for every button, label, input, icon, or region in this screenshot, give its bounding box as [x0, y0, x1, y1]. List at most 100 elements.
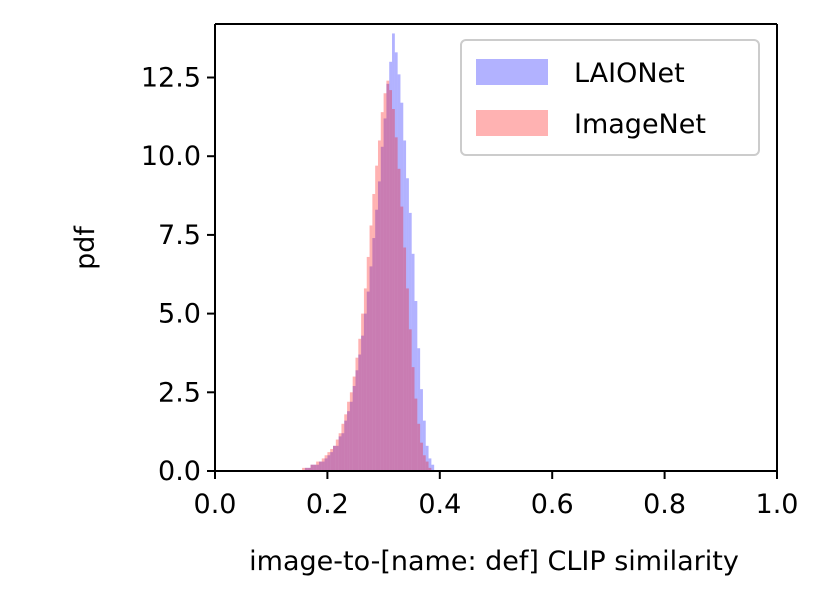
histogram-bar — [403, 140, 407, 471]
histogram-bar — [428, 467, 432, 471]
histogram-bar — [411, 367, 415, 471]
x-axis-label: image-to-[name: def] CLIP similarity — [249, 546, 739, 577]
y-ticks: 0.0 2.5 5.0 7.5 10.0 12.5 — [141, 63, 215, 487]
histogram-bar — [358, 354, 362, 471]
series-laionet — [304, 33, 435, 472]
histogram-bar — [389, 90, 393, 471]
histogram-bar — [310, 464, 314, 471]
histogram-bar — [383, 93, 387, 471]
histogram-bar — [341, 433, 345, 471]
histogram-bar — [369, 266, 373, 471]
legend-label-laionet: LAIONet — [574, 58, 685, 89]
y-tick-label: 2.5 — [158, 377, 201, 408]
histogram-bar — [333, 445, 336, 471]
histogram-bar — [420, 389, 423, 471]
histogram-bar — [386, 83, 390, 471]
histogram-bar — [341, 423, 345, 471]
series-imagenet — [302, 80, 432, 472]
histogram-bar — [333, 445, 336, 471]
histogram-bar — [313, 464, 317, 471]
histogram-bar — [355, 370, 359, 471]
histogram-bar — [344, 420, 348, 471]
y-axis-label: pdf — [70, 225, 101, 270]
histogram-bar — [397, 168, 401, 472]
histogram-bar — [397, 74, 401, 471]
histogram-bar — [363, 288, 367, 471]
histogram-bar — [316, 461, 319, 471]
histogram-bar — [363, 313, 367, 471]
histogram-bar — [321, 461, 325, 471]
histogram-bar — [369, 225, 373, 471]
histogram-bar — [386, 80, 390, 471]
histogram-bar — [318, 461, 322, 471]
histogram-bar — [310, 464, 314, 471]
histogram-bar — [327, 452, 331, 471]
histogram-bar — [406, 288, 409, 471]
histogram-bar — [389, 61, 393, 471]
legend-swatch-imagenet — [476, 110, 548, 136]
legend-box — [460, 39, 760, 156]
histogram-bar — [366, 256, 370, 471]
histogram-bar — [400, 102, 404, 472]
histogram-bar — [366, 291, 370, 471]
bars-layer — [302, 33, 435, 472]
histogram-bar — [361, 313, 364, 471]
x-tick-label: 0.2 — [306, 489, 349, 520]
legend-swatch-laionet — [476, 59, 548, 85]
x-ticks: 0.0 0.2 0.4 0.6 0.8 1.0 — [194, 471, 799, 520]
y-tick-label: 0.0 — [158, 456, 201, 487]
histogram-bar — [335, 439, 339, 471]
histogram-bar — [335, 445, 339, 471]
histogram-bar — [338, 436, 342, 471]
histogram-bar — [414, 301, 418, 471]
axes — [214, 23, 778, 472]
histogram-bar — [316, 464, 319, 471]
histogram-bar — [406, 178, 409, 472]
histogram-bar — [408, 212, 412, 472]
histogram-bar — [304, 467, 308, 471]
histogram-bar — [392, 33, 395, 471]
histogram-bar — [352, 376, 356, 471]
histogram-bar — [422, 420, 426, 471]
histogram-bar — [318, 461, 322, 471]
histogram-bar — [425, 445, 429, 471]
histogram-bar — [420, 442, 423, 471]
histogram-bar — [380, 146, 384, 471]
histogram-bar — [403, 247, 407, 471]
y-tick-label: 5.0 — [158, 299, 201, 330]
histogram-bar — [321, 458, 325, 471]
histogram-bar — [327, 455, 331, 471]
histogram-bar — [431, 464, 435, 471]
histogram-bar — [349, 392, 353, 471]
histogram-bar — [324, 458, 328, 471]
histogram-bar — [380, 112, 384, 472]
histogram-bar — [304, 467, 308, 471]
histogram-bar — [394, 52, 398, 471]
histogram-bar — [324, 455, 328, 471]
histogram-bar — [377, 181, 381, 472]
x-tick-label: 0.4 — [418, 489, 461, 520]
histogram-bar — [349, 401, 353, 471]
histogram-bar — [302, 467, 305, 471]
histogram-bar — [347, 411, 350, 471]
histogram-bar — [400, 206, 404, 472]
y-tick-label: 7.5 — [158, 220, 201, 251]
y-tick-label: 12.5 — [141, 63, 201, 94]
histogram-bar — [338, 433, 342, 471]
histogram-bar — [352, 386, 356, 471]
histogram-bar — [411, 253, 415, 471]
histogram-bar — [417, 348, 421, 471]
x-tick-label: 0.0 — [194, 489, 237, 520]
histogram-bar — [408, 329, 412, 471]
x-tick-label: 0.8 — [643, 489, 686, 520]
histogram-bar — [358, 338, 362, 471]
x-tick-label: 1.0 — [756, 489, 799, 520]
histogram-bar — [414, 398, 418, 471]
histogram-bar — [344, 414, 348, 471]
histogram-bar — [372, 238, 376, 471]
histogram-bar — [313, 464, 317, 471]
histogram-bar — [377, 140, 381, 471]
histogram-bar — [383, 118, 387, 472]
histogram-bar — [330, 452, 334, 471]
